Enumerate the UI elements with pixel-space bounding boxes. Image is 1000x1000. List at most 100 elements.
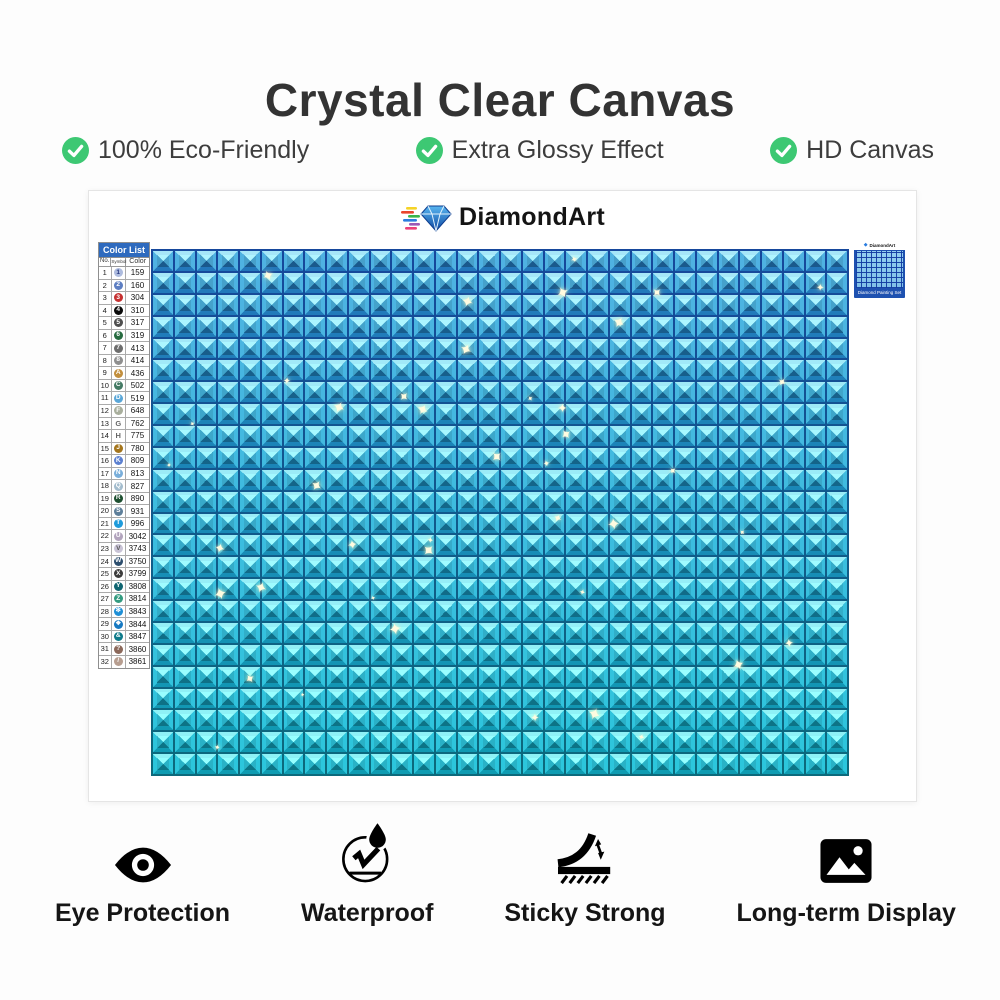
diamond-drill-cell — [305, 360, 325, 381]
diamond-drill-cell — [218, 251, 238, 271]
symbol-glyph: ✻ — [113, 607, 123, 617]
row-number: 6 — [99, 329, 112, 342]
diamond-drill-cell — [196, 338, 217, 359]
row-number: 27 — [99, 593, 112, 605]
diamond-drill-cell — [283, 754, 304, 774]
diamond-drill-cell — [566, 666, 586, 687]
diamond-drill-cell — [718, 666, 739, 687]
diamond-drill-cell — [370, 754, 391, 774]
diamond-drill-cell — [740, 382, 760, 403]
row-number: 20 — [99, 505, 112, 517]
diamond-drill-cell — [740, 338, 760, 359]
diamond-drill-cell — [544, 754, 565, 774]
diamond-drill-cell — [240, 272, 260, 293]
diamond-drill-cell — [501, 754, 521, 774]
diamond-drill-cell — [609, 382, 630, 403]
color-list-table: Color List No. Symbol Color 1 1 159 2 2 160 3 3… — [98, 242, 150, 669]
diamond-drill-cell — [479, 469, 499, 490]
diamond-drill-cell — [718, 644, 739, 665]
diamond-drill-cell — [740, 491, 760, 512]
diamond-drill-cell — [501, 338, 521, 359]
diamond-drill-cell — [783, 382, 804, 403]
row-number: 14 — [99, 430, 112, 442]
diamond-drill-cell — [435, 622, 456, 643]
diamond-drill-cell — [783, 338, 804, 359]
diamond-drill-cell — [261, 513, 282, 534]
diamond-drill-cell — [218, 601, 238, 621]
diamond-drill-cell — [283, 404, 304, 424]
diamond-drill-cell — [783, 535, 804, 556]
symbol-glyph: 6 — [113, 331, 123, 340]
diamond-drill-cell — [457, 447, 478, 468]
diamond-drill-cell — [457, 294, 478, 315]
diamond-drill-cell — [174, 447, 195, 468]
diamond-drill-cell — [696, 404, 717, 424]
diamond-drill-cell — [174, 426, 195, 446]
row-number: 22 — [99, 530, 112, 543]
diamond-drill-cell — [414, 601, 434, 621]
diamond-drill-cell — [457, 622, 478, 643]
top-features-row: 100% Eco-Friendly Extra Glossy Effect HD C… — [62, 132, 934, 168]
diamond-drill-cell — [675, 404, 695, 424]
symbol-glyph: N — [113, 469, 123, 479]
diamond-drill-cell — [805, 579, 826, 599]
diamond-drill-cell — [457, 513, 478, 534]
diamond-drill-cell — [153, 513, 173, 534]
diamond-drill-cell — [457, 469, 478, 490]
diamond-drill-cell — [696, 644, 717, 665]
diamond-drill-cell — [305, 732, 325, 753]
diamond-drill-cell — [218, 557, 238, 578]
row-number: 31 — [99, 643, 112, 655]
diamond-drill-cell — [609, 404, 630, 424]
diamond-drill-cell — [718, 688, 739, 709]
diamond-drill-cell — [153, 360, 173, 381]
diamond-drill-cell — [609, 688, 630, 709]
diamond-drill-cell — [501, 316, 521, 337]
color-list-row: 30 & 3847 — [99, 630, 149, 644]
diamond-drill-cell — [174, 382, 195, 403]
finished-kit-thumbnail: ◆ DiamondArt Diamond Painting Set — [854, 241, 905, 298]
diamond-drill-cell — [283, 382, 304, 403]
symbol-glyph: W — [113, 556, 123, 566]
color-list-row: 32/ 3861 — [99, 655, 149, 668]
diamond-drill-cell — [783, 447, 804, 468]
diamond-drill-cell — [740, 316, 760, 337]
diamond-drill-cell — [740, 513, 760, 534]
diamond-drill-cell — [718, 491, 739, 512]
diamond-drill-cell — [327, 644, 347, 665]
diamond-drill-cell — [370, 272, 391, 293]
diamond-drill-cell — [805, 688, 826, 709]
diamond-drill-cell — [414, 447, 434, 468]
diamond-drill-cell — [522, 732, 543, 753]
diamond-drill-cell — [305, 404, 325, 424]
diamond-drill-cell — [783, 557, 804, 578]
diamond-drill-cell — [174, 338, 195, 359]
diamond-drill-cell — [327, 666, 347, 687]
picture-icon — [820, 826, 872, 884]
diamond-drill-cell — [348, 251, 369, 271]
diamond-drill-cell — [240, 469, 260, 490]
diamond-drill-cell — [718, 404, 739, 424]
diamond-drill-cell — [653, 491, 673, 512]
diamond-drill-cell — [696, 447, 717, 468]
diamond-drill-cell — [435, 272, 456, 293]
diamond-drill-cell — [196, 513, 217, 534]
diamond-drill-cell — [653, 272, 673, 293]
diamond-drill-cell — [218, 294, 238, 315]
diamond-drill-cell — [696, 360, 717, 381]
diamond-drill-cell — [805, 447, 826, 468]
diamond-drill-cell — [588, 469, 608, 490]
diamond-drill-cell — [348, 338, 369, 359]
symbol-glyph: 8 — [113, 356, 123, 366]
dmc-code: 3844 — [128, 619, 147, 629]
diamond-drill-cell — [501, 732, 521, 753]
waterproof-icon — [339, 822, 395, 884]
symbol-glyph: 3 — [113, 293, 123, 303]
bottom-feature-label: Eye Protection — [55, 899, 231, 927]
diamond-drill-cell — [153, 622, 173, 643]
diamond-drill-cell — [457, 251, 478, 271]
color-list-column-headers: No. Symbol Color — [99, 258, 149, 267]
diamond-drill-cell — [566, 426, 586, 446]
color-list-row: 17 N 813 — [99, 467, 149, 481]
diamond-drill-cell — [174, 535, 195, 556]
